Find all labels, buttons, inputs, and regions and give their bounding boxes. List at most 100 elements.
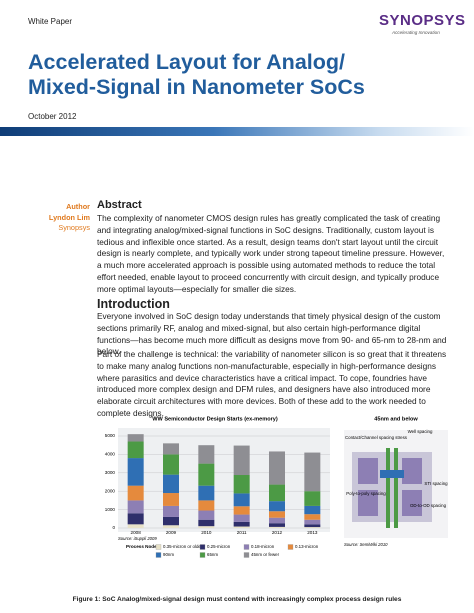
bar-segment [233, 506, 250, 515]
y-tick-label: 4000 [105, 452, 116, 457]
bar-segment [198, 445, 215, 464]
bar-segment [304, 491, 321, 506]
bar-segment [233, 514, 250, 522]
x-tick-label: 2013 [307, 530, 318, 535]
paragraph: Part of the challenge is technical: the … [97, 349, 447, 418]
tagline: Accelerating Innovation [392, 30, 440, 35]
bar-segment [163, 493, 179, 506]
device [402, 458, 422, 484]
intro-heading: Introduction [97, 297, 170, 311]
bar-segment [127, 500, 144, 514]
diagram-label: OD-to-OD spacing [410, 503, 447, 508]
legend-swatch [243, 552, 250, 558]
bar-segment [269, 511, 285, 518]
chart-source: Source: iSuppli 2009 [118, 536, 157, 541]
legend-label: 0.18-micron [251, 544, 275, 549]
caption: Figure 1: SoC Analog/mixed-signal design… [72, 596, 402, 603]
x-tick-label: 2012 [272, 530, 283, 535]
legend-swatch [155, 552, 162, 558]
device [358, 490, 378, 516]
logo: SYNOPSYS [379, 12, 466, 29]
diagram-label: Contact/Channel spacing stress [345, 435, 408, 440]
bar-segment [304, 505, 321, 515]
bar-segment [127, 441, 144, 459]
bar-segment [163, 525, 179, 528]
date: October 2012 [28, 112, 77, 121]
bar-segment [127, 524, 144, 528]
bar-segment [269, 517, 285, 524]
diagram: 45nm and below Contact/Channel spacing s… [344, 416, 448, 547]
bar-segment [127, 513, 144, 525]
bar-segment [269, 501, 285, 512]
bar-segment [304, 524, 321, 528]
legend-swatch [199, 544, 206, 550]
abstract-text: The complexity of nanometer CMOS design … [97, 213, 445, 294]
author-block: Author Lyndon Lim Synopsys [28, 202, 90, 234]
device [402, 490, 422, 516]
bar-segment [233, 445, 250, 476]
title: Accelerated Layout for Analog/Mixed-Sign… [28, 50, 365, 100]
bar-segment [269, 484, 285, 502]
doc-label: White Paper [28, 17, 73, 26]
plot-bg [118, 428, 330, 532]
bar-segment [127, 434, 144, 442]
bar-segment [233, 521, 250, 527]
y-tick-label: 2000 [105, 488, 116, 493]
x-tick-label: 2009 [166, 530, 177, 535]
abstract-heading: Abstract [97, 199, 142, 211]
diagram-label: Poly-to-poly spacing [346, 491, 386, 496]
bar-segment [198, 463, 215, 486]
bar-segment [233, 526, 250, 528]
poly [394, 448, 398, 528]
banner [0, 127, 474, 136]
legend-label: 90nm [163, 552, 174, 557]
bar-segment [304, 527, 321, 528]
bar-segment [198, 510, 215, 520]
author-name: Lyndon Lim [48, 212, 90, 222]
bar-segment [198, 519, 215, 527]
bar-segment [127, 458, 144, 486]
bar-segment [269, 526, 285, 528]
legend-swatch [199, 552, 206, 558]
title-line: Accelerated Layout for Analog/ [28, 50, 345, 74]
diagram-title: 45nm and below [374, 416, 418, 422]
bar-segment [304, 514, 321, 520]
poly [386, 448, 390, 528]
legend-label: 45nm or fewer [251, 552, 280, 557]
legend-label: 0.25-micron [207, 544, 231, 549]
device [358, 458, 378, 484]
legend-label: 0.13-micron [295, 544, 319, 549]
bar-segment [233, 475, 250, 494]
bar-segment [163, 454, 179, 475]
bar-segment [198, 526, 215, 528]
y-tick-label: 3000 [105, 470, 116, 475]
paragraph: Everyone involved in SoC design today un… [97, 311, 447, 357]
bar-segment [163, 505, 179, 517]
bar-segment [304, 519, 321, 525]
chart-title: WW Semiconductor Design Starts (ex-memor… [152, 416, 278, 422]
bar-segment [233, 493, 250, 507]
bar-segment [163, 474, 179, 494]
bar-segment [198, 500, 215, 511]
x-tick-label: 2010 [201, 530, 212, 535]
bar-segment [304, 452, 321, 492]
chart: WW Semiconductor Design Starts (ex-memor… [105, 416, 330, 558]
title-line: Mixed-Signal in Nanometer SoCs [28, 75, 365, 99]
legend-swatch [243, 544, 250, 550]
legend-swatch [287, 544, 294, 550]
bar-segment [198, 485, 215, 501]
x-tick-label: 2011 [237, 530, 247, 535]
diagram-label: STI spacing [424, 481, 448, 486]
bar-segment [269, 451, 285, 485]
diagram-source: Source: SemiWiki 2010 [344, 542, 388, 547]
bar-segment [163, 516, 179, 526]
diagram-label: Well spacing [408, 429, 433, 434]
bar-segment [127, 485, 144, 501]
author-heading: Author [66, 202, 90, 211]
x-tick-label: 2008 [131, 530, 142, 535]
bar-segment [163, 443, 179, 455]
y-tick-label: 0 [112, 525, 115, 530]
contact [380, 470, 404, 478]
y-tick-label: 5000 [105, 433, 116, 438]
